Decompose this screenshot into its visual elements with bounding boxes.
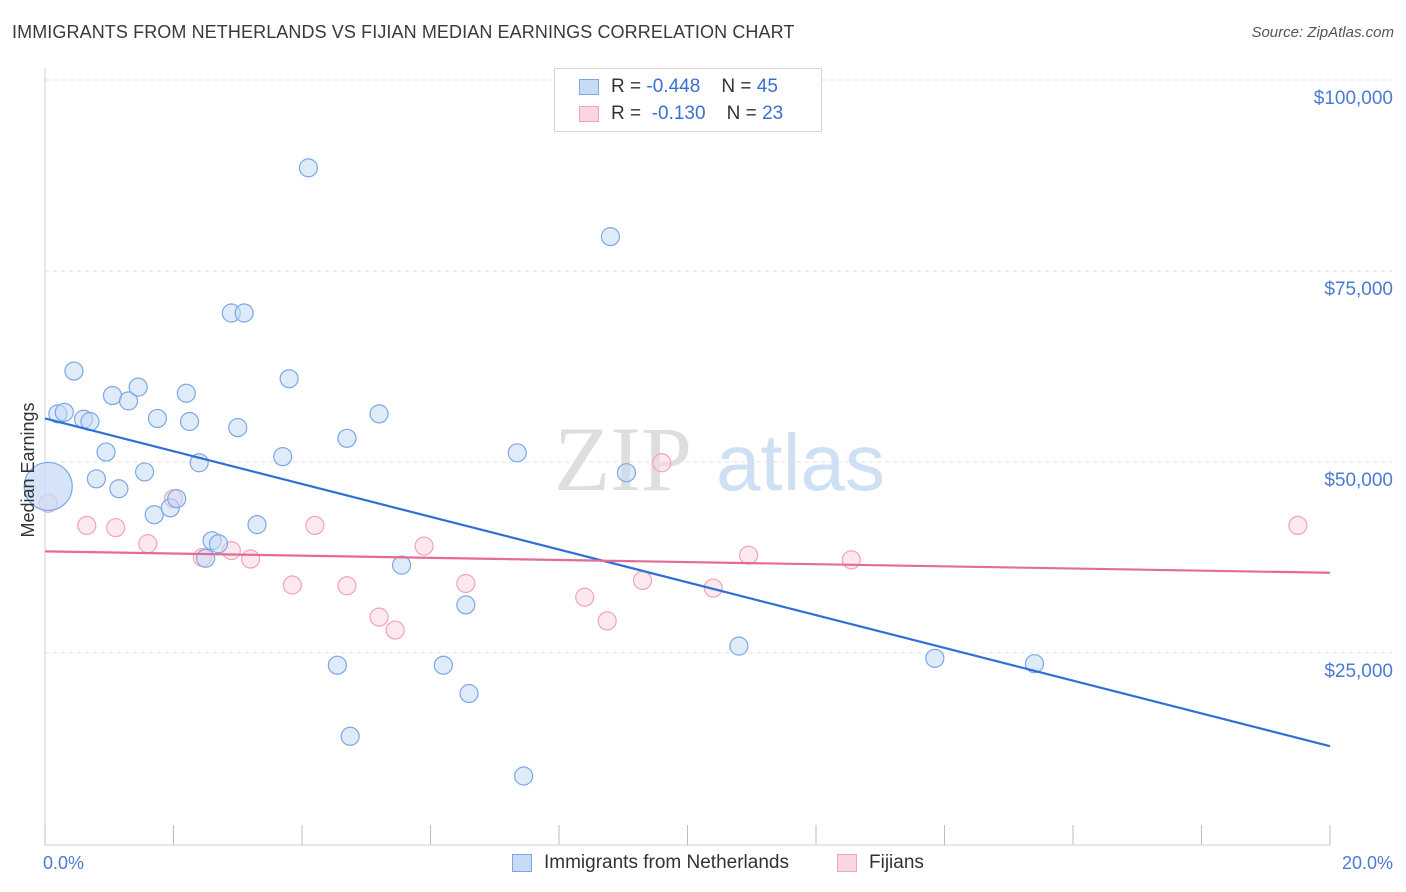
data-point-netherlands	[391, 555, 412, 575]
data-point-netherlands	[327, 655, 347, 675]
data-point-netherlands	[176, 383, 196, 403]
data-point-netherlands	[86, 469, 107, 489]
data-point-fijians	[305, 515, 325, 536]
data-point-fijians	[1288, 515, 1308, 536]
legend-row-netherlands: R = -0.448 N = 45	[579, 76, 778, 98]
data-point-netherlands	[369, 404, 389, 424]
data-point-fijians	[138, 534, 158, 554]
legend-label-netherlands: Immigrants from Netherlands	[544, 852, 789, 873]
trend-line-netherlands	[44, 417, 1331, 748]
data-point-netherlands	[616, 463, 637, 483]
legend-r-label: R =	[611, 103, 642, 124]
data-point-netherlands	[514, 766, 534, 786]
data-point-fijians	[414, 536, 434, 556]
legend-r-value: -0.130	[651, 103, 706, 124]
data-point-fijians	[337, 576, 357, 596]
legend-item-fijians[interactable]: Fijians	[837, 852, 924, 874]
data-point-netherlands	[147, 408, 168, 429]
watermark-atlas: atlas	[716, 418, 885, 507]
data-point-fijians	[385, 620, 405, 640]
data-point-fijians	[841, 550, 861, 570]
trend-lines	[44, 417, 1331, 748]
legend-r-label: R =	[611, 76, 642, 97]
legend-row-fijians: R = -0.130 N = 23	[579, 103, 783, 125]
series-legend: Immigrants from Netherlands Fijians	[0, 852, 1406, 878]
y-tick-label: $50,000	[1324, 470, 1393, 491]
y-tick-label: $25,000	[1324, 661, 1393, 682]
data-point-fijians	[106, 518, 126, 538]
data-point-netherlands	[54, 402, 74, 422]
data-point-fijians	[369, 607, 389, 627]
data-point-netherlands	[234, 303, 254, 323]
data-point-fijians	[575, 587, 595, 607]
data-point-netherlands	[729, 636, 749, 656]
data-point-netherlands	[96, 442, 116, 462]
data-point-netherlands	[208, 534, 229, 554]
legend-label-fijians: Fijians	[869, 852, 924, 873]
data-point-netherlands	[459, 683, 479, 704]
trend-line-fijians	[44, 550, 1331, 574]
watermark: ZIP atlas	[554, 408, 885, 510]
data-point-netherlands	[340, 726, 360, 746]
data-point-fijians	[282, 575, 302, 595]
legend-n-label: N =	[721, 76, 752, 97]
data-point-netherlands	[167, 489, 187, 509]
y-tick-label: $100,000	[1314, 88, 1393, 109]
data-point-fijians	[597, 611, 617, 631]
data-point-netherlands	[600, 227, 621, 247]
data-point-fijians	[738, 545, 759, 565]
legend-swatch-netherlands	[579, 79, 599, 95]
data-point-netherlands	[128, 377, 148, 397]
data-point-netherlands	[456, 595, 476, 615]
data-point-netherlands	[298, 158, 319, 178]
data-point-netherlands	[433, 655, 453, 675]
data-point-fijians	[77, 515, 97, 536]
legend-swatch-fijians	[579, 106, 599, 122]
data-point-netherlands	[247, 515, 267, 535]
legend-item-netherlands[interactable]: Immigrants from Netherlands	[512, 852, 789, 874]
legend-swatch-netherlands	[512, 854, 532, 872]
grid-lines	[45, 79, 1392, 654]
x-tick-label: 20.0%	[1342, 853, 1393, 873]
x-tick-label: 0.0%	[43, 853, 84, 873]
data-point-netherlands	[118, 391, 139, 411]
data-point-netherlands	[507, 443, 527, 463]
data-point-netherlands	[134, 462, 155, 482]
chart-title: IMMIGRANTS FROM NETHERLANDS VS FIJIAN ME…	[12, 22, 795, 42]
legend-n-label: N =	[726, 103, 757, 124]
data-point-fijians	[652, 453, 672, 473]
data-point-netherlands	[1024, 654, 1045, 674]
axes	[44, 68, 1331, 846]
y-axis-title: Median Earnings	[18, 402, 38, 537]
legend-r-value: -0.448	[646, 76, 701, 97]
correlation-legend: R = -0.448 N = 45 R = -0.130 N = 23	[554, 68, 822, 132]
y-tick-label: $75,000	[1324, 279, 1393, 300]
data-point-netherlands	[179, 411, 200, 432]
source-label: Source: ZipAtlas.com	[1251, 24, 1394, 41]
data-point-netherlands	[144, 505, 164, 525]
legend-n-value: 45	[756, 76, 778, 97]
data-point-netherlands	[337, 428, 357, 448]
series-netherlands	[23, 158, 1045, 786]
data-point-fijians	[632, 570, 653, 591]
data-point-netherlands	[228, 418, 248, 438]
data-point-fijians	[241, 549, 261, 569]
data-point-netherlands	[925, 648, 945, 668]
data-point-netherlands	[23, 461, 73, 512]
data-point-fijians	[456, 573, 476, 594]
data-point-netherlands	[196, 548, 216, 568]
data-point-netherlands	[109, 479, 129, 499]
legend-swatch-fijians	[837, 854, 857, 872]
data-point-netherlands	[279, 369, 299, 389]
data-point-netherlands	[273, 447, 293, 467]
data-point-netherlands	[102, 385, 123, 406]
data-point-netherlands	[64, 361, 84, 381]
legend-n-value: 23	[762, 103, 784, 124]
axis-labels: $25,000 $50,000 $75,000 $100,000 0.0% 20.0%	[43, 88, 1393, 873]
watermark-zip: ZIP	[554, 408, 692, 510]
